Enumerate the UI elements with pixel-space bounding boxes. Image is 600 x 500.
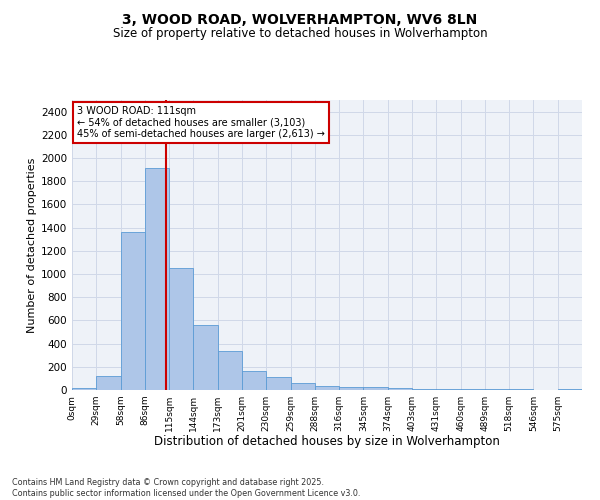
Bar — [145, 168, 169, 390]
Bar — [315, 386, 339, 390]
Text: 3 WOOD ROAD: 111sqm
← 54% of detached houses are smaller (3,103)
45% of semi-det: 3 WOOD ROAD: 111sqm ← 54% of detached ho… — [77, 106, 325, 139]
Text: Contains HM Land Registry data © Crown copyright and database right 2025.
Contai: Contains HM Land Registry data © Crown c… — [12, 478, 361, 498]
Bar — [290, 383, 315, 390]
Bar — [558, 389, 582, 390]
Bar — [72, 388, 96, 390]
Bar — [96, 376, 121, 390]
Bar — [266, 377, 290, 390]
Bar — [339, 386, 364, 390]
Bar — [169, 268, 193, 390]
Bar — [121, 232, 145, 390]
Bar — [242, 371, 266, 390]
Y-axis label: Number of detached properties: Number of detached properties — [27, 158, 37, 332]
Bar — [388, 388, 412, 390]
Bar — [218, 351, 242, 390]
X-axis label: Distribution of detached houses by size in Wolverhampton: Distribution of detached houses by size … — [154, 436, 500, 448]
Bar — [364, 387, 388, 390]
Text: Size of property relative to detached houses in Wolverhampton: Size of property relative to detached ho… — [113, 28, 487, 40]
Bar — [193, 325, 218, 390]
Text: 3, WOOD ROAD, WOLVERHAMPTON, WV6 8LN: 3, WOOD ROAD, WOLVERHAMPTON, WV6 8LN — [122, 12, 478, 26]
